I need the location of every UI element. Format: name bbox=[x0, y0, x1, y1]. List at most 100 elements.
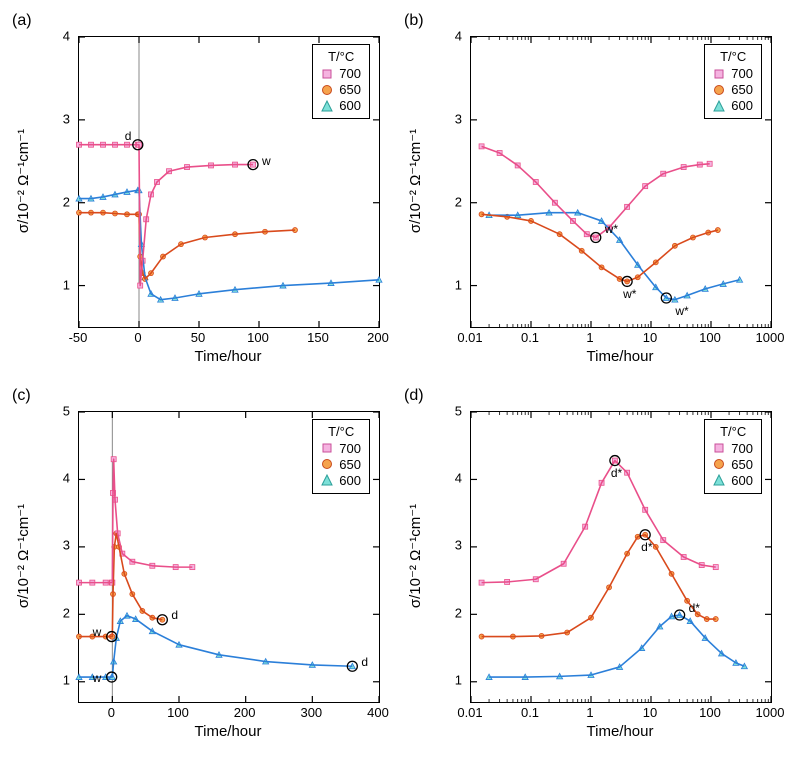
x-tick-label: 400 bbox=[367, 705, 389, 720]
legend-label: 650 bbox=[339, 457, 361, 472]
annotation-label: d bbox=[125, 129, 132, 143]
panel-a: (a) -50 0 50 100 150 200 1 2 3 4 d w σ/10⁻² Ω⁻¹cm⁻¹ Ti… bbox=[10, 10, 392, 375]
x-tick-label: 10 bbox=[643, 330, 657, 345]
annotation-label: w bbox=[93, 671, 102, 685]
y-tick-label: 5 bbox=[63, 403, 70, 418]
y-axis-label: σ/10⁻² Ω⁻¹cm⁻¹ bbox=[14, 503, 32, 607]
panel-b: (b) 0.01 0.1 1 10 100 1000 1 2 3 4 w* w* w* σ/10⁻² Ω⁻¹… bbox=[402, 10, 784, 375]
y-tick-label: 4 bbox=[455, 29, 462, 44]
panel-grid: (a)-500501001502001234dwσ/10⁻² Ω⁻¹cm⁻¹Ti… bbox=[10, 10, 784, 749]
y-tick-label: 4 bbox=[63, 470, 70, 485]
y-tick-label: 1 bbox=[455, 673, 462, 688]
y-tick-label: 2 bbox=[63, 605, 70, 620]
annotation-label: w bbox=[262, 154, 271, 168]
y-tick-label: 1 bbox=[455, 277, 462, 292]
x-tick-label: 1 bbox=[586, 330, 593, 345]
panel-label: (c) bbox=[12, 387, 31, 405]
legend-title: T/°C bbox=[321, 424, 361, 439]
legend-label: 700 bbox=[339, 441, 361, 456]
y-tick-label: 4 bbox=[455, 470, 462, 485]
legend-item: 700 bbox=[713, 441, 753, 456]
legend-label: 600 bbox=[731, 98, 753, 113]
x-tick-label: 1000 bbox=[756, 330, 785, 345]
legend-title: T/°C bbox=[713, 424, 753, 439]
x-tick-label: 0.01 bbox=[457, 330, 482, 345]
y-tick-label: 3 bbox=[63, 538, 70, 553]
x-tick-label: 300 bbox=[300, 705, 322, 720]
legend-label: 700 bbox=[731, 441, 753, 456]
legend-label: 650 bbox=[339, 82, 361, 97]
annotation-label: w* bbox=[675, 304, 688, 318]
x-tick-label: 100 bbox=[167, 705, 189, 720]
panel-d: (d) 0.01 0.1 1 10 100 1000 1 2 3 4 5 d* d* d* σ/10⁻² Ω⁻… bbox=[402, 385, 784, 750]
x-tick-label: 0 bbox=[108, 705, 115, 720]
y-tick-label: 5 bbox=[455, 403, 462, 418]
legend-label: 600 bbox=[339, 473, 361, 488]
legend-title: T/°C bbox=[321, 49, 361, 64]
x-tick-label: 200 bbox=[367, 330, 389, 345]
legend: T/°C 700650600 bbox=[704, 44, 762, 119]
y-axis-label: σ/10⁻² Ω⁻¹cm⁻¹ bbox=[406, 503, 424, 607]
y-tick-label: 1 bbox=[63, 277, 70, 292]
legend-label: 650 bbox=[731, 457, 753, 472]
legend: T/°C 700650600 bbox=[704, 419, 762, 494]
annotation-label: d* bbox=[611, 466, 622, 480]
legend-item: 600 bbox=[713, 98, 753, 113]
y-axis-label: σ/10⁻² Ω⁻¹cm⁻¹ bbox=[406, 129, 424, 233]
legend: T/°C 700650600 bbox=[312, 44, 370, 119]
legend: T/°C 700650600 bbox=[312, 419, 370, 494]
x-tick-label: 1000 bbox=[756, 705, 785, 720]
annotation-label: d bbox=[361, 655, 368, 669]
legend-item: 700 bbox=[321, 441, 361, 456]
y-tick-label: 3 bbox=[63, 111, 70, 126]
x-tick-label: 0.01 bbox=[457, 705, 482, 720]
x-tick-label: 100 bbox=[699, 330, 721, 345]
y-tick-label: 4 bbox=[63, 29, 70, 44]
panel-label: (b) bbox=[404, 12, 424, 30]
panel-label: (a) bbox=[12, 12, 32, 30]
panel-label: (d) bbox=[404, 387, 424, 405]
x-tick-label: 50 bbox=[191, 330, 205, 345]
x-tick-label: 0 bbox=[134, 330, 141, 345]
y-tick-label: 2 bbox=[455, 605, 462, 620]
y-tick-label: 1 bbox=[63, 673, 70, 688]
legend-label: 600 bbox=[731, 473, 753, 488]
legend-item: 700 bbox=[321, 66, 361, 81]
annotation-label: d bbox=[171, 608, 178, 622]
y-tick-label: 3 bbox=[455, 538, 462, 553]
x-tick-label: 10 bbox=[643, 705, 657, 720]
x-tick-label: -50 bbox=[69, 330, 88, 345]
legend-label: 600 bbox=[339, 98, 361, 113]
legend-item: 650 bbox=[321, 82, 361, 97]
annotation-label: w bbox=[93, 625, 102, 639]
x-axis-label: Time/hour bbox=[195, 348, 262, 365]
y-tick-label: 2 bbox=[63, 194, 70, 209]
legend-item: 600 bbox=[321, 473, 361, 488]
x-axis-label: Time/hour bbox=[195, 723, 262, 740]
annotation-label: d* bbox=[641, 540, 652, 554]
annotation-label: w* bbox=[623, 287, 636, 301]
legend-item: 650 bbox=[321, 457, 361, 472]
y-axis-label: σ/10⁻² Ω⁻¹cm⁻¹ bbox=[14, 129, 32, 233]
x-tick-label: 0.1 bbox=[521, 705, 539, 720]
x-tick-label: 200 bbox=[234, 705, 256, 720]
x-tick-label: 100 bbox=[699, 705, 721, 720]
x-axis-label: Time/hour bbox=[587, 723, 654, 740]
x-tick-label: 1 bbox=[586, 705, 593, 720]
y-tick-label: 3 bbox=[455, 111, 462, 126]
annotation-label: d* bbox=[689, 601, 700, 615]
x-tick-label: 150 bbox=[307, 330, 329, 345]
x-tick-label: 100 bbox=[247, 330, 269, 345]
x-axis-label: Time/hour bbox=[587, 348, 654, 365]
legend-title: T/°C bbox=[713, 49, 753, 64]
annotation-label: w* bbox=[605, 222, 618, 236]
legend-label: 650 bbox=[731, 82, 753, 97]
legend-label: 700 bbox=[339, 66, 361, 81]
y-tick-label: 2 bbox=[455, 194, 462, 209]
legend-item: 650 bbox=[713, 457, 753, 472]
x-tick-label: 0.1 bbox=[521, 330, 539, 345]
legend-item: 700 bbox=[713, 66, 753, 81]
legend-label: 700 bbox=[731, 66, 753, 81]
legend-item: 600 bbox=[713, 473, 753, 488]
legend-item: 600 bbox=[321, 98, 361, 113]
